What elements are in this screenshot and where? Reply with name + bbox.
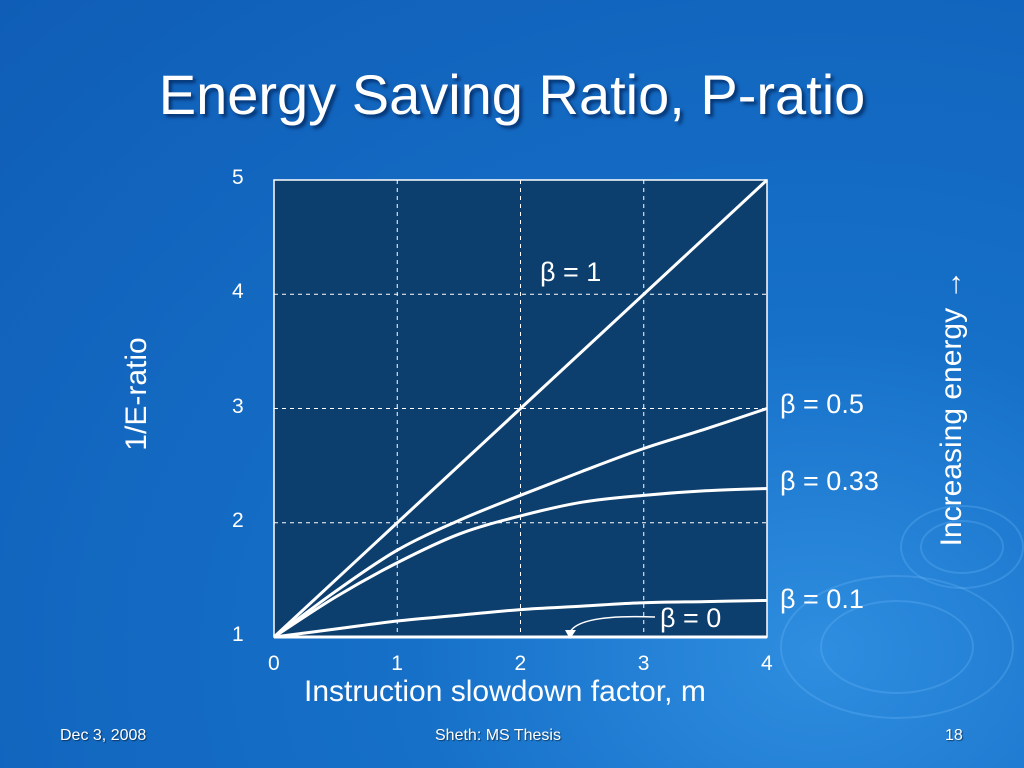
- ripple-decoration: [900, 505, 1024, 589]
- y-tick-label: 4: [232, 280, 244, 304]
- series-line-3: [273, 598, 768, 639]
- x-tick-label: 1: [391, 652, 403, 675]
- footer-page-number: 18: [945, 727, 963, 744]
- x-tick-label: 3: [637, 652, 650, 675]
- footer-center: Sheth: MS Thesis: [435, 727, 561, 744]
- y-tick-label: 2: [232, 508, 244, 532]
- series-line-0: [272, 178, 769, 639]
- ripple-decoration: [780, 575, 1014, 719]
- series-label-beta-0.1: β = 0.1: [780, 584, 864, 614]
- series-label-beta-1: β = 1: [540, 257, 602, 287]
- series-lines: [272, 178, 769, 639]
- beta-zero-arrow: [569, 615, 656, 633]
- footer-date: Dec 3, 2008: [60, 727, 147, 744]
- series-line-1: [273, 407, 768, 639]
- series-label-beta-0: β = 0: [660, 603, 722, 633]
- series-label-beta-0.5: β = 0.5: [780, 389, 864, 419]
- slide-title: Energy Saving Ratio, P-ratio: [158, 63, 866, 126]
- x-tick-label: 2: [514, 652, 527, 675]
- x-tick-label: 4: [761, 652, 773, 675]
- beta-zero-arrowhead: [565, 630, 576, 639]
- y-tick-label: 3: [232, 394, 244, 418]
- series-label-beta-0.33: β = 0.33: [780, 466, 879, 496]
- y-axis-label: 1/E-ratio: [120, 337, 153, 451]
- x-tick-label: 0: [268, 652, 280, 675]
- y-tick-label: 1: [232, 623, 244, 646]
- series-line-2: [273, 486, 768, 639]
- increasing-energy-label: Increasing energy →: [935, 269, 968, 547]
- y-tick-label: 5: [232, 166, 244, 189]
- grid-lines: [274, 180, 767, 637]
- x-axis-label: Instruction slowdown factor, m: [304, 675, 706, 708]
